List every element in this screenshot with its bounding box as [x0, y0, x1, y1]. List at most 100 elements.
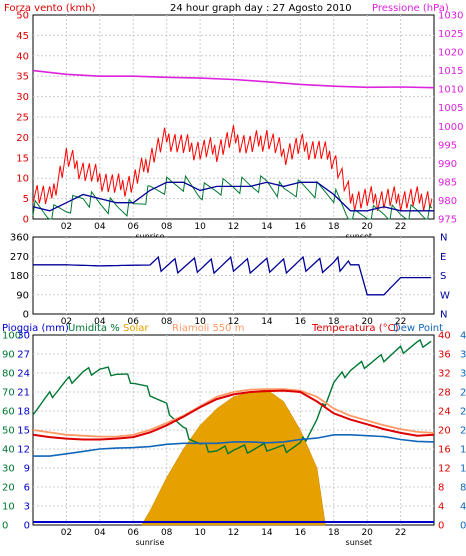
x-tick-label: 02 [61, 222, 72, 232]
compass-tick: E [440, 252, 446, 263]
rain-axis-tick: 27 [17, 350, 30, 361]
x-tick-label: 04 [94, 222, 106, 232]
x-tick-label: 10 [194, 317, 206, 327]
x-tick-label: 04 [94, 317, 106, 327]
pressure-axis-tick: 1020 [438, 48, 463, 59]
humidity-axis-tick: 90 [2, 350, 15, 361]
direction-axis-tick: 90 [16, 290, 29, 301]
dewpoint-axis-tick: 12 [460, 464, 466, 475]
dewpoint-axis-tick: 20 [460, 426, 466, 437]
x-tick-label: 08 [161, 528, 173, 538]
x-tick-label: 18 [328, 528, 340, 538]
x-tick-label: 20 [361, 528, 373, 538]
humidity-axis-tick: 30 [2, 464, 15, 475]
rain-axis-tick: 24 [17, 369, 30, 380]
temperature-axis-tick: 0 [438, 521, 444, 532]
header-right: Pressione (hPa) [372, 3, 449, 14]
x-tick-label: 18 [328, 317, 340, 327]
pressure-axis-tick: 1025 [438, 29, 463, 40]
temperature-axis-tick: 8 [438, 483, 444, 494]
x-tick-label: 14 [261, 528, 273, 538]
temperature-axis-tick: 40 [438, 331, 451, 342]
x-tick-label: 12 [228, 317, 239, 327]
wind-axis-tick: 10 [16, 174, 29, 185]
x-tick-label: 06 [128, 222, 140, 232]
pressure-axis-tick: 995 [438, 140, 457, 151]
x-tick-label: 12 [228, 222, 239, 232]
wind-axis-tick: 50 [16, 11, 29, 22]
dewpoint-axis-tick: 16 [460, 445, 466, 456]
direction-axis-tick: 0 [23, 310, 29, 321]
humidity-axis-tick: 80 [2, 369, 15, 380]
pressure-axis-tick: 975 [438, 215, 457, 226]
humidity-axis-tick: 50 [2, 426, 15, 437]
x-tick-label: 22 [395, 317, 406, 327]
x-tick-label: 16 [295, 317, 307, 327]
pressure-axis-tick: 1015 [438, 66, 463, 77]
wind-axis-tick: 20 [16, 133, 29, 144]
dewpoint-axis-tick: 36 [460, 350, 466, 361]
pressure-axis-tick: 1005 [438, 103, 463, 114]
pressure-axis-tick: 980 [438, 196, 457, 207]
temperature-axis-tick: 36 [438, 350, 451, 361]
x-tick-label: 06 [128, 528, 140, 538]
x-tick-label: 22 [395, 222, 406, 232]
sunset-label: sunset [346, 538, 373, 547]
wind-axis-tick: 5 [23, 194, 29, 205]
x-tick-label: 10 [194, 528, 206, 538]
x-tick-label: 20 [361, 222, 373, 232]
x-tick-label: 08 [161, 317, 173, 327]
dewpoint-axis-tick: 0 [460, 521, 466, 532]
rain-axis-tick: 3 [24, 502, 30, 513]
humidity-axis-tick: 20 [2, 483, 15, 494]
direction-axis-tick: 270 [10, 252, 29, 263]
temperature-axis-tick: 16 [438, 445, 451, 456]
pressure-axis-tick: 1010 [438, 85, 463, 96]
direction-line [33, 255, 432, 296]
compass-tick: N [440, 310, 447, 321]
dewpoint-axis-tick: 4 [460, 502, 466, 513]
x-tick-label: 16 [295, 222, 307, 232]
pressure-axis-tick: 990 [438, 159, 457, 170]
pressure-line [32, 69, 435, 89]
sunrise-label: sunrise [135, 538, 164, 547]
temperature-line [32, 389, 435, 441]
x-tick-label: 02 [61, 317, 72, 327]
label-solar: Solar [123, 323, 149, 334]
temperature-axis-tick: 28 [438, 388, 451, 399]
dewpoint-axis-tick: 40 [460, 331, 466, 342]
wind-axis-tick: 0 [23, 215, 29, 226]
rain-axis-tick: 15 [17, 426, 30, 437]
rain-axis-tick: 18 [17, 407, 30, 418]
x-tick-label: 14 [261, 222, 273, 232]
wind-axis-tick: 35 [16, 72, 29, 83]
humidity-line [32, 338, 432, 455]
dewpoint-axis-tick: 24 [460, 407, 466, 418]
wind-axis-tick: 25 [16, 113, 29, 124]
wind-axis-tick: 45 [16, 31, 29, 42]
wind-axis-tick: 30 [16, 92, 29, 103]
compass-tick: S [440, 271, 446, 282]
x-tick-label: 10 [194, 222, 206, 232]
direction-axis-tick: 180 [10, 271, 29, 282]
temperature-axis-tick: 12 [438, 464, 451, 475]
dewpoint-axis-tick: 32 [460, 369, 466, 380]
rain-axis-tick: 30 [17, 331, 30, 342]
compass-tick: W [440, 290, 450, 301]
rain-axis-tick: 12 [17, 445, 30, 456]
pressure-axis-tick: 1030 [438, 11, 463, 22]
rain-axis-tick: 21 [17, 388, 30, 399]
humidity-axis-tick: 60 [2, 407, 15, 418]
x-tick-label: 14 [261, 317, 273, 327]
temperature-axis-tick: 24 [438, 407, 451, 418]
temperature-axis-tick: 20 [438, 426, 451, 437]
x-tick-label: 20 [361, 317, 373, 327]
wind-axis-tick: 15 [16, 153, 29, 164]
x-tick-label: 18 [328, 222, 340, 232]
label-temperature: Temperatura (°C) [311, 323, 399, 334]
humidity-axis-tick: 70 [2, 388, 15, 399]
compass-tick: N [440, 233, 447, 244]
temperature-axis-tick: 4 [438, 502, 444, 513]
x-tick-label: 04 [94, 528, 106, 538]
